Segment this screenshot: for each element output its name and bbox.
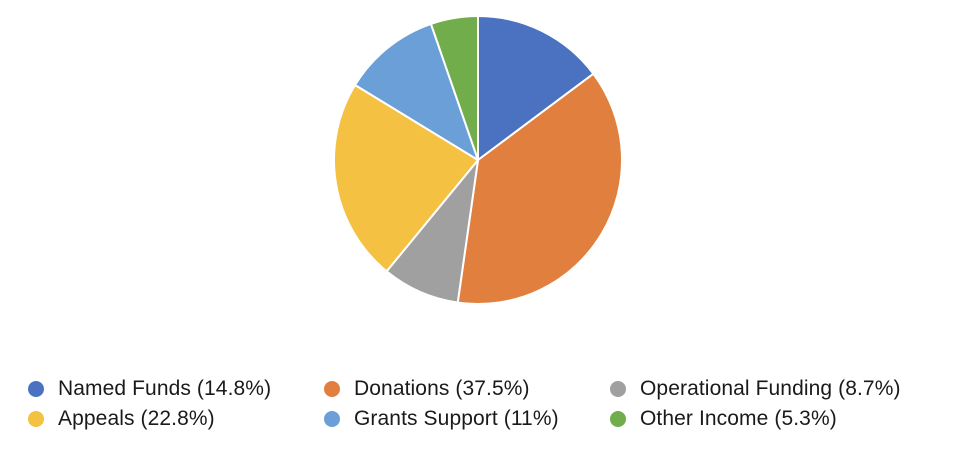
legend-item-grants-support[interactable]: Grants Support (11%): [324, 406, 610, 432]
pie-slice-appeals[interactable]: [333, 84, 479, 273]
legend-label: Named Funds (14.8%): [58, 377, 272, 400]
legend-dot-icon: [28, 411, 44, 427]
legend-item-operational-funding[interactable]: Operational Funding (8.7%): [610, 376, 940, 402]
legend-dot-icon: [324, 381, 340, 397]
legend-item-appeals[interactable]: Appeals (22.8%): [28, 406, 324, 432]
legend-label: Appeals (22.8%): [58, 407, 215, 430]
legend: Named Funds (14.8%) Donations (37.5%) Op…: [28, 376, 948, 432]
legend-dot-icon: [324, 411, 340, 427]
legend-dot-icon: [610, 381, 626, 397]
legend-label: Grants Support (11%): [354, 407, 559, 430]
pie-slice-other-income[interactable]: [429, 15, 479, 161]
legend-dot-icon: [28, 381, 44, 397]
legend-item-donations[interactable]: Donations (37.5%): [324, 376, 610, 402]
pie-slice-named-funds[interactable]: [477, 15, 595, 161]
legend-dot-icon: [610, 411, 626, 427]
pie-slice-donations[interactable]: [456, 72, 623, 306]
pie-chart: [333, 15, 623, 306]
pie-slice-grants-support[interactable]: [354, 22, 479, 161]
legend-label: Donations (37.5%): [354, 377, 530, 400]
legend-item-other-income[interactable]: Other Income (5.3%): [610, 406, 940, 432]
legend-label: Operational Funding (8.7%): [640, 377, 901, 400]
legend-label: Other Income (5.3%): [640, 407, 837, 430]
legend-item-named-funds[interactable]: Named Funds (14.8%): [28, 376, 324, 402]
